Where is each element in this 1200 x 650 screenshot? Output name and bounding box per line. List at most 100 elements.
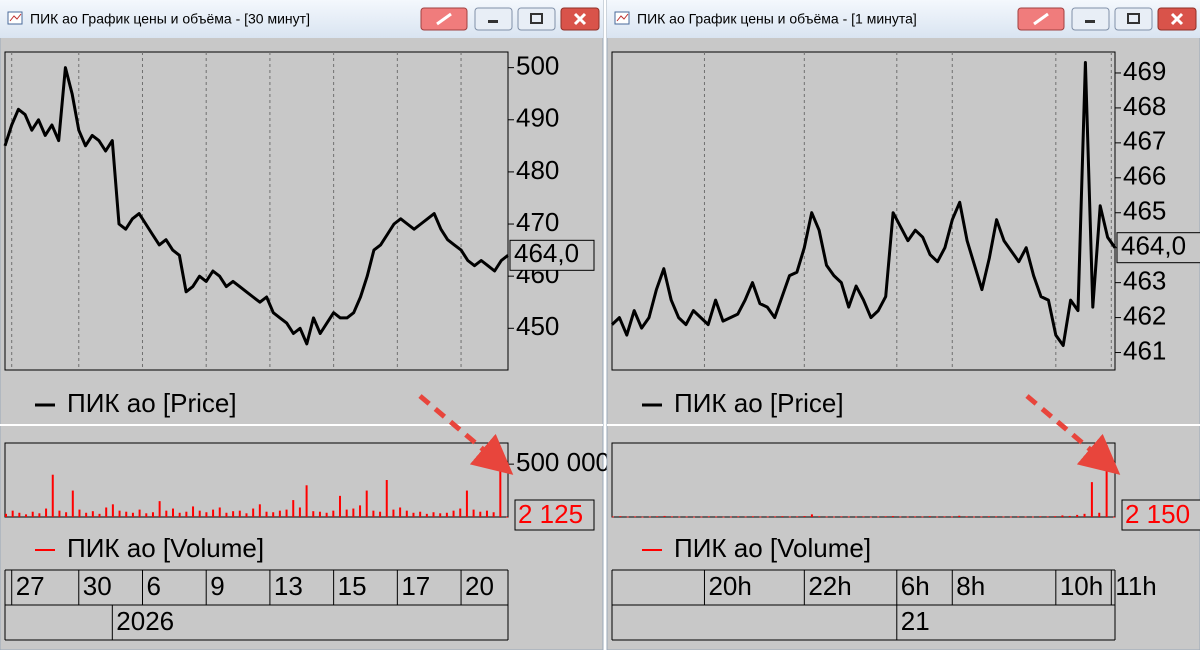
volume-bar xyxy=(372,510,375,517)
y-tick-label: 462 xyxy=(1123,300,1166,330)
volume-bar xyxy=(663,515,666,517)
volume-bar xyxy=(722,516,725,518)
link-icon xyxy=(436,12,452,26)
volume-bar xyxy=(445,512,448,517)
volume-plot xyxy=(4,442,509,518)
volume-bar xyxy=(729,516,732,518)
volume-bar xyxy=(506,516,508,518)
price-plot xyxy=(611,51,1116,371)
volume-bar xyxy=(98,513,101,517)
minimize-icon xyxy=(488,20,498,23)
volume-bar xyxy=(774,516,777,518)
legend-label: ПИК ао [Volume] xyxy=(67,533,264,563)
volume-bar xyxy=(921,516,924,518)
volume-bar xyxy=(634,516,637,518)
x-major-label: 21 xyxy=(901,606,930,636)
volume-bar xyxy=(131,512,134,517)
volume-bar xyxy=(31,511,34,517)
volume-bar xyxy=(995,516,998,518)
volume-bar xyxy=(1054,516,1057,517)
volume-bar xyxy=(1068,515,1071,517)
current-price-box xyxy=(509,239,595,271)
y-tick-label: 500 000 xyxy=(516,447,610,477)
volume-bar xyxy=(1002,516,1005,518)
volume-bar xyxy=(987,516,990,518)
minimize-icon xyxy=(1085,20,1095,23)
price-line xyxy=(3,66,509,346)
volume-bar xyxy=(1113,516,1115,518)
volume-bar xyxy=(840,516,843,518)
volume-bar xyxy=(943,516,946,518)
x-tick-label: 10h xyxy=(1060,571,1103,601)
volume-bar xyxy=(914,516,917,518)
volume-bar xyxy=(693,516,696,518)
volume-bar xyxy=(172,508,174,517)
x-tick-label: 15 xyxy=(338,571,367,601)
x-major-label: 2026 xyxy=(116,606,174,636)
volume-bar xyxy=(1009,516,1012,518)
y-tick-label: 450 xyxy=(516,311,559,341)
volume-bar xyxy=(111,504,114,517)
window-icon xyxy=(614,11,630,25)
maximize-button[interactable] xyxy=(1114,7,1153,31)
volume-bar xyxy=(906,516,909,518)
volume-bar xyxy=(1061,515,1064,517)
price-line xyxy=(610,61,1117,347)
volume-bar xyxy=(950,516,953,518)
y-tick-label: 466 xyxy=(1123,161,1166,191)
volume-bar xyxy=(825,516,828,518)
volume-bar xyxy=(648,516,651,518)
volume-bar xyxy=(212,509,215,517)
volume-bar xyxy=(452,510,455,517)
volume-bar xyxy=(936,516,939,518)
volume-bar xyxy=(18,512,21,517)
volume-bar xyxy=(810,514,813,517)
window-title: ПИК ао График цены и объёма - [30 минут] xyxy=(30,11,310,27)
volume-bar xyxy=(788,516,791,518)
volume-bar xyxy=(165,510,168,517)
volume-bar xyxy=(980,516,983,518)
volume-bar xyxy=(365,490,368,517)
volume-bar xyxy=(412,512,415,517)
volume-bar xyxy=(833,516,836,518)
link-icon xyxy=(1033,12,1049,26)
current-volume: 2 150 xyxy=(1125,499,1190,529)
volume-bar xyxy=(25,514,28,517)
minimize-button[interactable] xyxy=(474,7,513,31)
volume-bar xyxy=(118,510,121,517)
volume-bar xyxy=(145,513,148,517)
y-tick-label: 467 xyxy=(1123,126,1166,156)
volume-bar xyxy=(862,516,865,518)
volume-bar xyxy=(385,480,388,517)
maximize-button[interactable] xyxy=(517,7,556,31)
y-tick-label: 490 xyxy=(516,103,559,133)
volume-bar xyxy=(138,509,141,517)
current-volume-box xyxy=(1121,499,1200,531)
x-tick-label: 6h xyxy=(901,571,930,601)
volume-bar xyxy=(71,490,74,517)
window-title: ПИК ао График цены и объёма - [1 минута] xyxy=(637,11,917,27)
volume-bar xyxy=(641,516,644,518)
volume-bar xyxy=(232,511,235,517)
minimize-button[interactable] xyxy=(1071,7,1110,31)
volume-bar xyxy=(759,516,762,518)
volume-bar xyxy=(928,516,931,517)
y-tick-label: 463 xyxy=(1123,266,1166,296)
annotation-arrow xyxy=(418,394,514,475)
volume-bar xyxy=(1024,516,1027,518)
volume-bar xyxy=(419,511,422,517)
volume-bar xyxy=(700,516,703,518)
volume-bar xyxy=(272,512,275,517)
volume-bar xyxy=(305,485,308,517)
window-icon-graph xyxy=(9,13,22,22)
y-tick-label: 469 xyxy=(1123,56,1166,86)
volume-bar xyxy=(151,512,154,517)
x-tick-label: 6 xyxy=(146,571,160,601)
volume-bar xyxy=(185,511,188,517)
volume-bar xyxy=(884,516,887,518)
volume-bar xyxy=(218,507,221,517)
window-icon xyxy=(7,11,23,25)
volume-bar xyxy=(796,516,799,518)
volume-bar xyxy=(339,495,341,517)
